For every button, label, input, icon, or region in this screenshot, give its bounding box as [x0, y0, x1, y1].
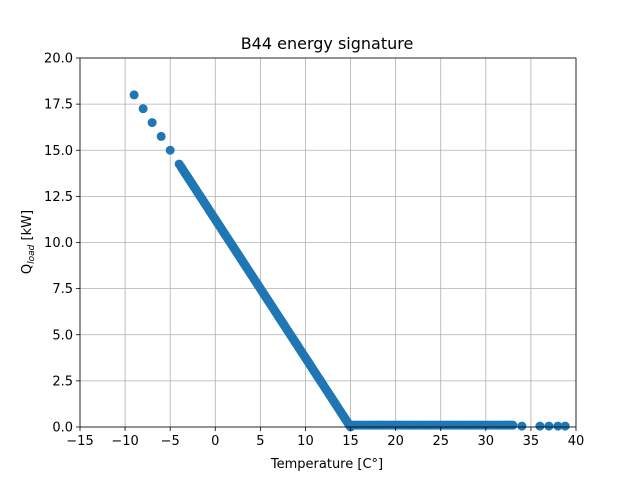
data-point [535, 422, 544, 431]
y-tick-label: 20.0 [44, 52, 73, 67]
data-point [130, 90, 139, 99]
data-point [508, 421, 517, 430]
chart-title: B44 energy signature [241, 34, 414, 53]
x-tick-label: −10 [111, 434, 138, 449]
x-tick-label: 30 [478, 434, 495, 449]
y-tick-label: 7.5 [52, 282, 73, 297]
x-tick-label: 10 [297, 434, 314, 449]
y-axis-label-main: Q [20, 264, 35, 274]
y-axis-label-subscript: load [27, 244, 37, 264]
y-tick-label: 17.5 [44, 98, 73, 113]
data-point [148, 118, 157, 127]
x-tick-label: 15 [342, 434, 359, 449]
x-tick-label: 35 [523, 434, 540, 449]
data-point [561, 422, 570, 431]
x-tick-label: 5 [256, 434, 264, 449]
y-tick-label: 0.0 [52, 421, 73, 436]
data-point [166, 146, 175, 155]
x-tick-label: 0 [211, 434, 219, 449]
y-tick-label: 15.0 [44, 144, 73, 159]
x-tick-label: 25 [432, 434, 449, 449]
x-tick-label: −15 [66, 434, 93, 449]
data-point [139, 104, 148, 113]
data-point [544, 422, 553, 431]
x-axis-label: Temperature [C°] [270, 457, 383, 472]
y-tick-label: 12.5 [44, 190, 73, 205]
y-axis-label: Qload [kW] [20, 210, 37, 274]
data-point [157, 132, 166, 141]
y-tick-label: 5.0 [52, 328, 73, 343]
x-tick-label: 20 [387, 434, 404, 449]
y-tick-label: 10.0 [44, 236, 73, 251]
x-tick-label: 40 [568, 434, 585, 449]
y-axis-label-unit: [kW] [20, 210, 35, 245]
y-tick-label: 2.5 [52, 374, 73, 389]
data-point [517, 422, 526, 431]
x-tick-label: −5 [161, 434, 180, 449]
